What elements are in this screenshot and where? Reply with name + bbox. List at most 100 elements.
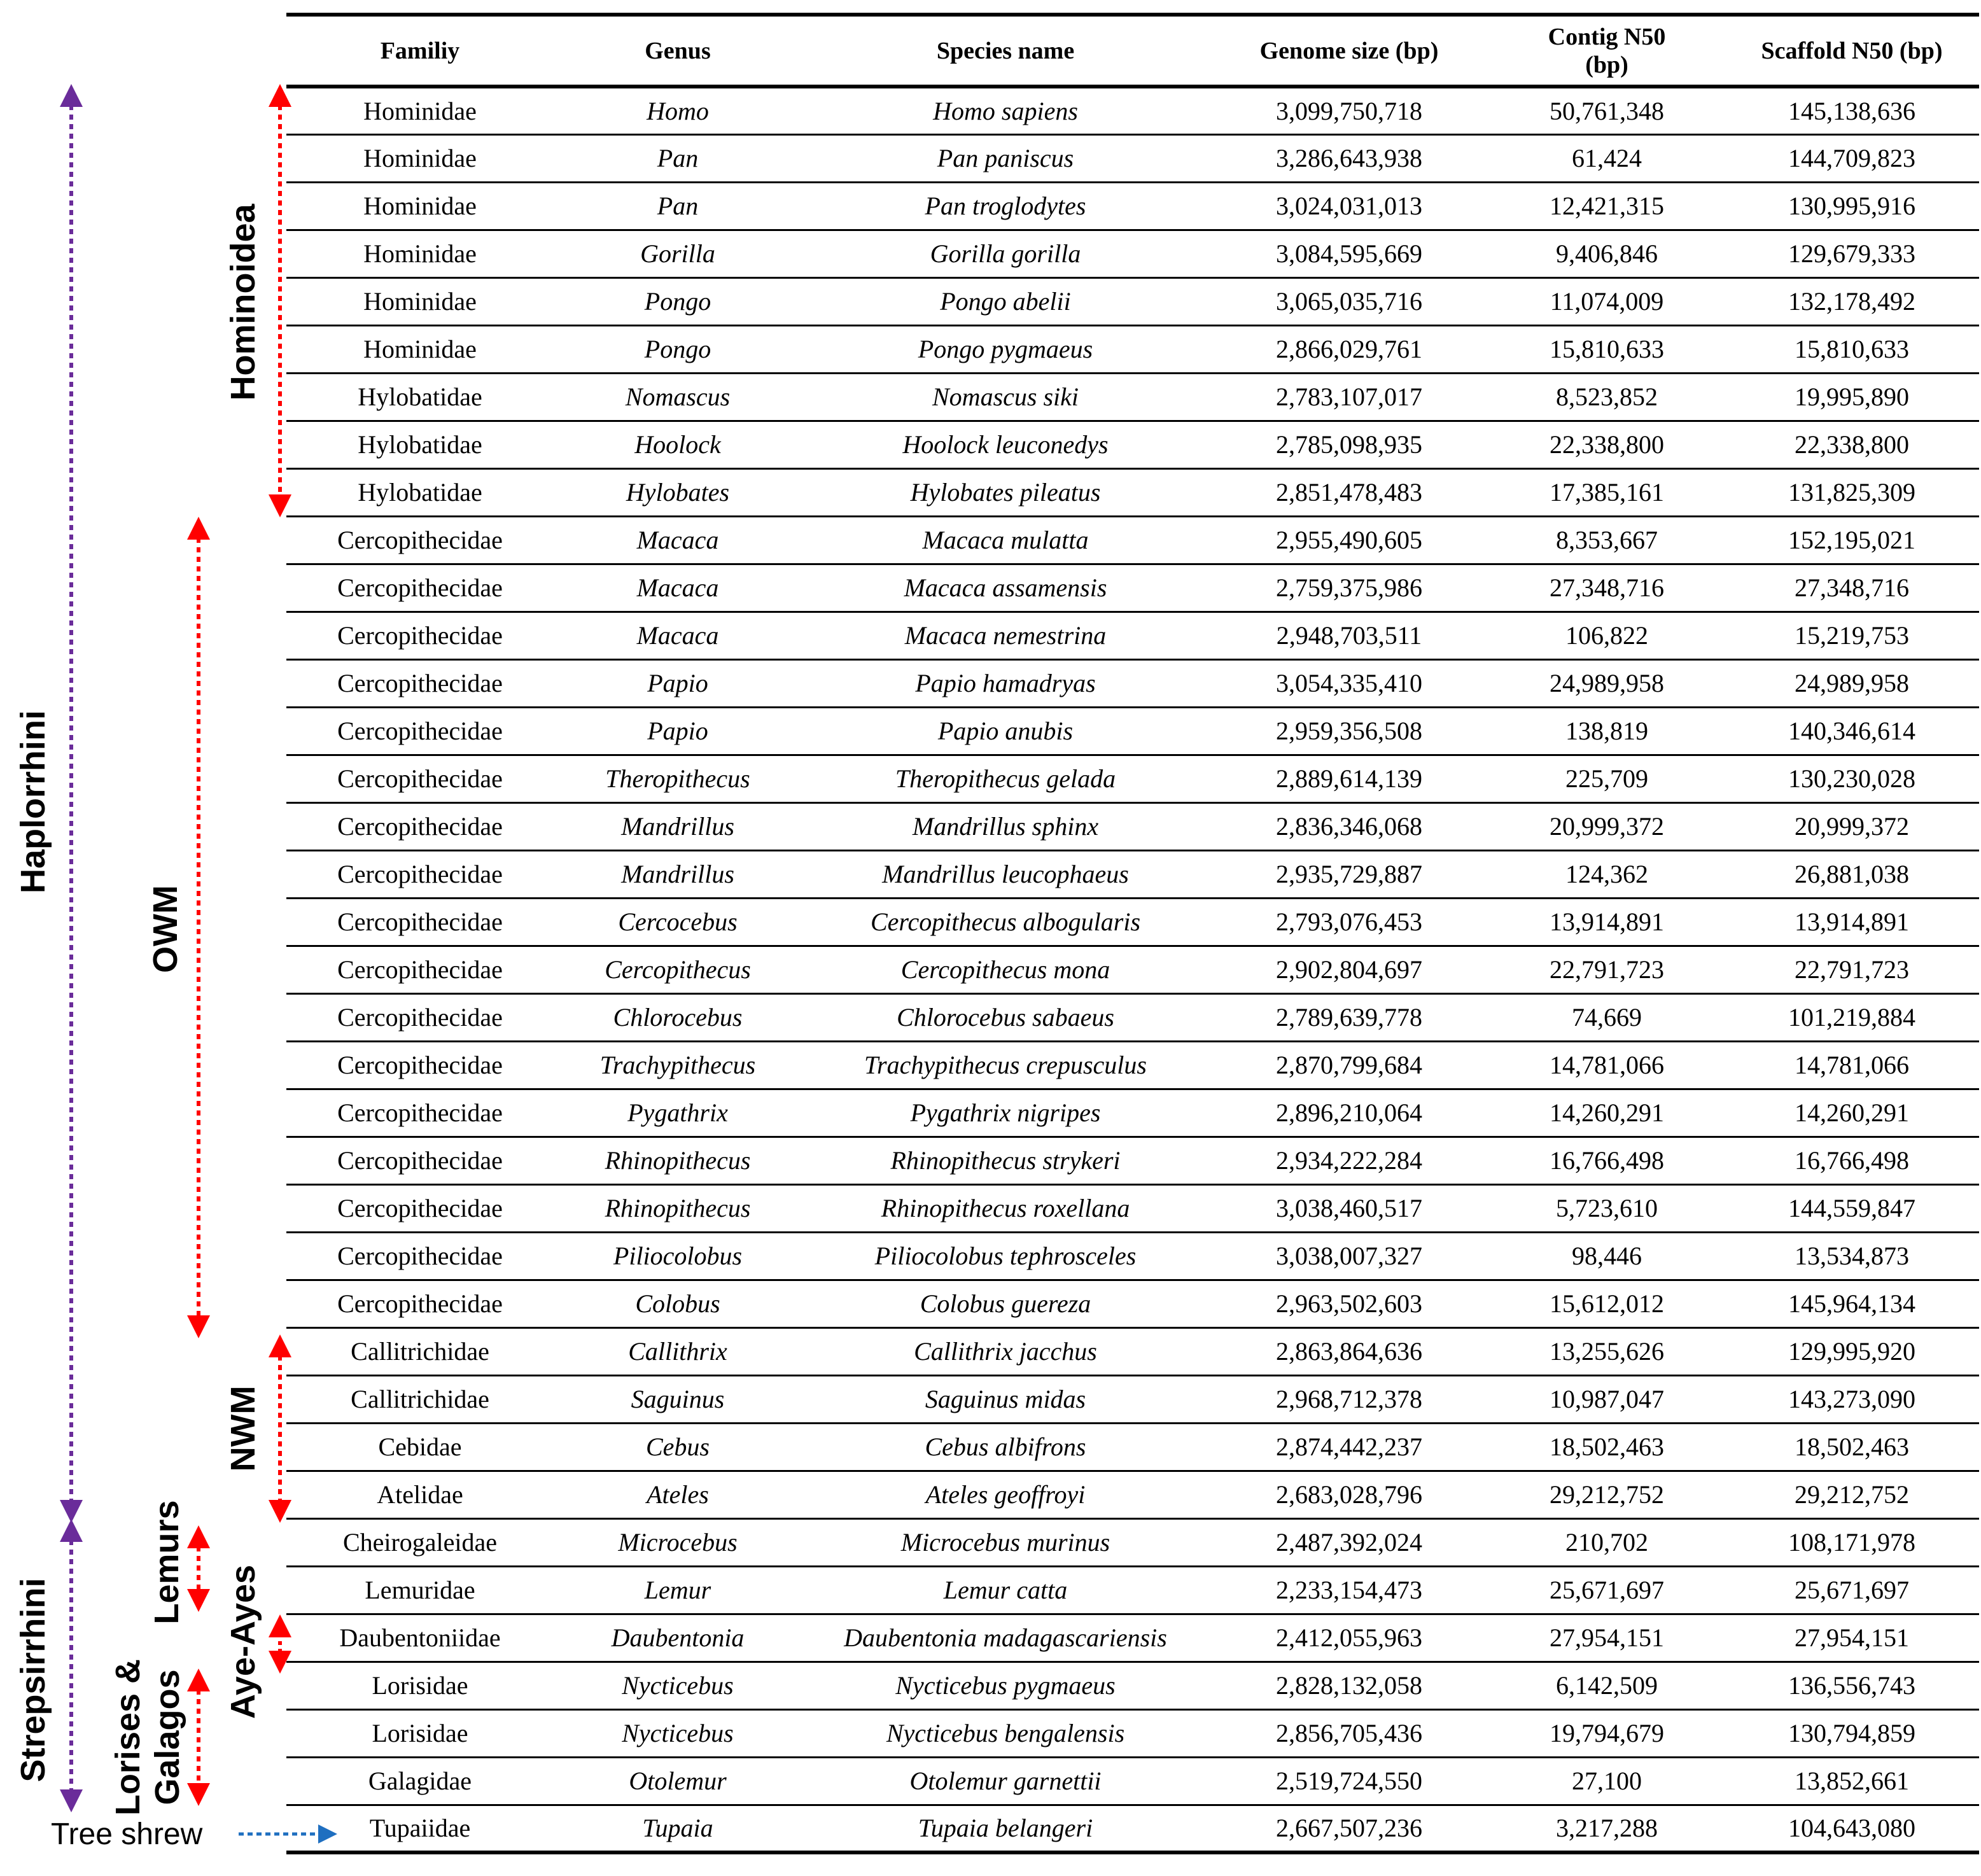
cell-genome-size: 2,783,107,017: [1209, 373, 1489, 422]
header-scaffold-n50: Scaffold N50 (bp): [1725, 13, 1979, 88]
cell-scaffold-n50: 22,791,723: [1725, 946, 1979, 995]
cell-genome-size: 2,870,799,684: [1209, 1041, 1489, 1090]
cell-genus: Chlorocebus: [554, 993, 802, 1042]
cell-contig-n50: 61,424: [1489, 134, 1725, 183]
cell-scaffold-n50: 27,954,151: [1725, 1614, 1979, 1663]
cell-genus: Daubentonia: [554, 1614, 802, 1663]
cell-contig-n50: 27,100: [1489, 1757, 1725, 1806]
cell-contig-n50: 74,669: [1489, 993, 1725, 1042]
cell-species: Gorilla gorilla: [802, 230, 1209, 279]
cell-genome-size: 2,902,804,697: [1209, 946, 1489, 995]
cell-family: Cercopithecidae: [286, 850, 554, 899]
cell-scaffold-n50: 20,999,372: [1725, 802, 1979, 851]
table-row: Atelidae Ateles Ateles geoffroyi 2,683,028,…: [286, 1471, 1979, 1520]
cell-species: Pan troglodytes: [802, 182, 1209, 231]
cell-contig-n50: 6,142,509: [1489, 1662, 1725, 1711]
cell-genome-size: 2,874,442,237: [1209, 1423, 1489, 1472]
cell-contig-n50: 27,954,151: [1489, 1614, 1725, 1663]
cell-contig-n50: 138,819: [1489, 707, 1725, 756]
cell-genus: Macaca: [554, 564, 802, 613]
cell-scaffold-n50: 130,230,028: [1725, 755, 1979, 804]
cell-genome-size: 2,828,132,058: [1209, 1662, 1489, 1711]
cell-genome-size: 3,038,460,517: [1209, 1184, 1489, 1233]
cell-species: Nycticebus pygmaeus: [802, 1662, 1209, 1711]
cell-family: Hylobatidae: [286, 468, 554, 517]
table-body: Hominidae Homo Homo sapiens 3,099,750,718 50…: [286, 87, 1979, 1854]
cell-species: Chlorocebus sabaeus: [802, 993, 1209, 1042]
table-row: Hominidae Pan Pan troglodytes 3,024,031,013…: [286, 182, 1979, 231]
cell-genome-size: 2,866,029,761: [1209, 325, 1489, 374]
cell-contig-n50: 3,217,288: [1489, 1805, 1725, 1854]
cell-scaffold-n50: 27,348,716: [1725, 564, 1979, 613]
cell-scaffold-n50: 143,273,090: [1725, 1375, 1979, 1424]
cell-contig-n50: 20,999,372: [1489, 802, 1725, 851]
cell-genome-size: 2,851,478,483: [1209, 468, 1489, 517]
header-species: Species name: [802, 13, 1209, 88]
cell-species: Cercopithecus mona: [802, 946, 1209, 995]
cell-family: Cercopithecidae: [286, 1041, 554, 1090]
cell-genus: Nycticebus: [554, 1662, 802, 1711]
cell-scaffold-n50: 15,219,753: [1725, 612, 1979, 661]
cell-scaffold-n50: 145,138,636: [1725, 87, 1979, 136]
cell-genus: Piliocolobus: [554, 1232, 802, 1281]
cell-contig-n50: 19,794,679: [1489, 1709, 1725, 1758]
cell-genome-size: 2,963,502,603: [1209, 1280, 1489, 1329]
cell-genome-size: 3,286,643,938: [1209, 134, 1489, 183]
table-row: Callitrichidae Saguinus Saguinus midas 2,96…: [286, 1375, 1979, 1424]
cell-scaffold-n50: 101,219,884: [1725, 993, 1979, 1042]
table-header-row: Familiy Genus Species name Genome size (…: [286, 13, 1979, 88]
cell-genus: Nomascus: [554, 373, 802, 422]
cell-genome-size: 2,959,356,508: [1209, 707, 1489, 756]
cell-genus: Papio: [554, 659, 802, 708]
cell-genome-size: 3,065,035,716: [1209, 277, 1489, 326]
table-row: Callitrichidae Callithrix Callithrix jacch…: [286, 1327, 1979, 1376]
table-row: Cercopithecidae Papio Papio anubis 2,959,35…: [286, 707, 1979, 756]
table-row: Cercopithecidae Rhinopithecus Rhinopithecu…: [286, 1184, 1979, 1233]
cell-species: Pan paniscus: [802, 134, 1209, 183]
cell-scaffold-n50: 29,212,752: [1725, 1471, 1979, 1520]
cell-species: Nycticebus bengalensis: [802, 1709, 1209, 1758]
table-row: Tupaiidae Tupaia Tupaia belangeri 2,667,507…: [286, 1805, 1979, 1854]
table-row: Cercopithecidae Mandrillus Mandrillus sphi…: [286, 802, 1979, 851]
table-row: Cercopithecidae Cercopithecus Cercopithecu…: [286, 946, 1979, 995]
table-row: Lorisidae Nycticebus Nycticebus bengalensi…: [286, 1709, 1979, 1758]
cell-family: Hominidae: [286, 134, 554, 183]
cell-genome-size: 2,785,098,935: [1209, 421, 1489, 470]
cell-contig-n50: 22,791,723: [1489, 946, 1725, 995]
cell-scaffold-n50: 145,964,134: [1725, 1280, 1979, 1329]
cell-genome-size: 2,412,055,963: [1209, 1614, 1489, 1663]
cell-family: Hominidae: [286, 277, 554, 326]
cell-family: Lorisidae: [286, 1709, 554, 1758]
cell-species: Colobus guereza: [802, 1280, 1209, 1329]
cell-genus: Papio: [554, 707, 802, 756]
cell-contig-n50: 98,446: [1489, 1232, 1725, 1281]
cell-species: Otolemur garnettii: [802, 1757, 1209, 1806]
cell-genome-size: 2,889,614,139: [1209, 755, 1489, 804]
cell-family: Cercopithecidae: [286, 993, 554, 1042]
cell-genus: Callithrix: [554, 1327, 802, 1376]
cell-contig-n50: 17,385,161: [1489, 468, 1725, 517]
cell-species: Homo sapiens: [802, 87, 1209, 136]
cell-species: Saguinus midas: [802, 1375, 1209, 1424]
cell-genus: Rhinopithecus: [554, 1137, 802, 1186]
cell-contig-n50: 18,502,463: [1489, 1423, 1725, 1472]
table-row: Hylobatidae Hoolock Hoolock leuconedys 2,78…: [286, 421, 1979, 470]
cell-scaffold-n50: 13,852,661: [1725, 1757, 1979, 1806]
cell-species: Pongo abelii: [802, 277, 1209, 326]
cell-genome-size: 2,233,154,473: [1209, 1566, 1489, 1615]
cell-species: Piliocolobus tephrosceles: [802, 1232, 1209, 1281]
table-row: Cercopithecidae Chlorocebus Chlorocebus sa…: [286, 993, 1979, 1042]
cell-family: Hominidae: [286, 87, 554, 136]
cell-contig-n50: 14,781,066: [1489, 1041, 1725, 1090]
cell-scaffold-n50: 18,502,463: [1725, 1423, 1979, 1472]
cell-genus: Cercopithecus: [554, 946, 802, 995]
cell-family: Cercopithecidae: [286, 564, 554, 613]
cell-genome-size: 3,038,007,327: [1209, 1232, 1489, 1281]
table-row: Cercopithecidae Macaca Macaca assamensis 2,…: [286, 564, 1979, 613]
table-row: Lorisidae Nycticebus Nycticebus pygmaeus 2,…: [286, 1662, 1979, 1711]
cell-genome-size: 2,836,346,068: [1209, 802, 1489, 851]
cell-scaffold-n50: 13,914,891: [1725, 898, 1979, 947]
cell-family: Cercopithecidae: [286, 516, 554, 565]
cell-genus: Theropithecus: [554, 755, 802, 804]
header-contig-n50: Contig N50 (bp): [1489, 13, 1725, 88]
